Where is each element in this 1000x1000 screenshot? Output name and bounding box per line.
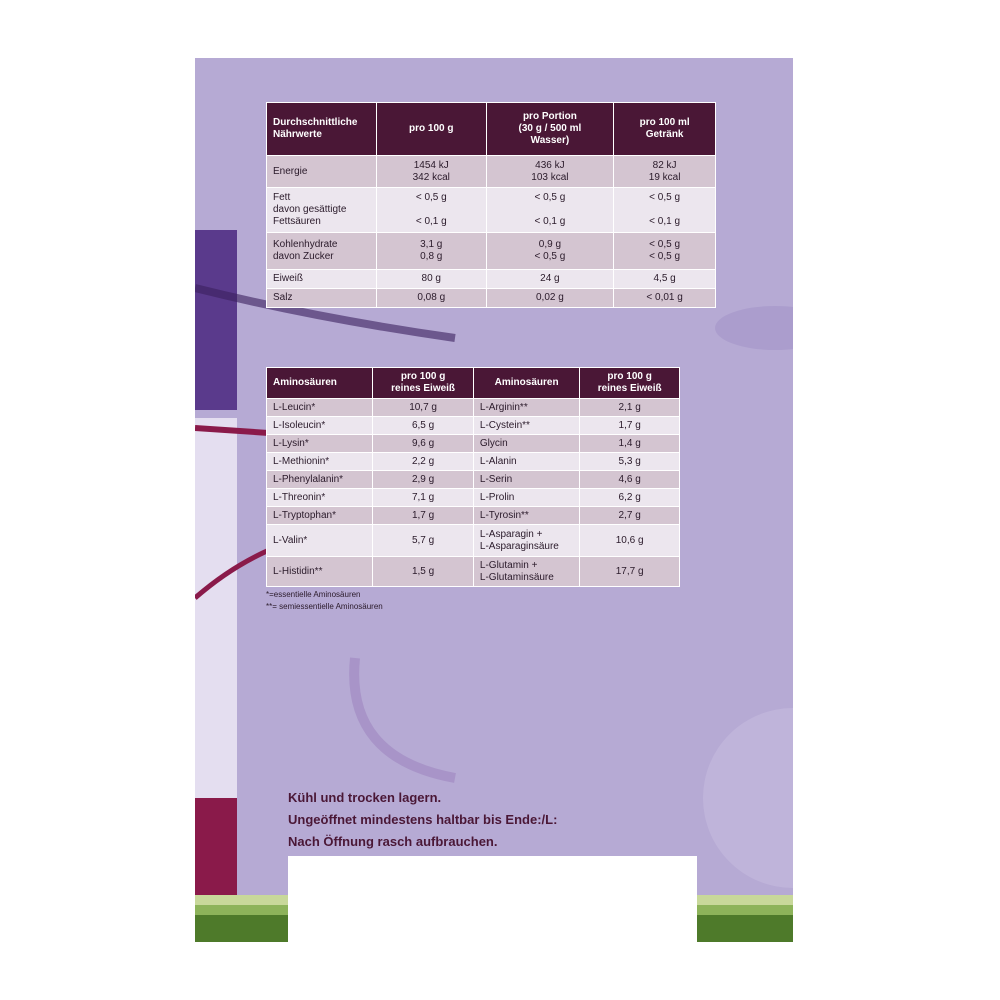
- value-cell: 1,7 g: [372, 506, 474, 525]
- decor-circle: [703, 708, 793, 888]
- value-cell: 10,6 g: [579, 524, 680, 557]
- label-cell: Kohlenhydrate davon Zucker: [266, 232, 377, 270]
- header-cell: Aminosäuren: [472, 367, 581, 399]
- value-cell: 1,7 g: [579, 416, 680, 435]
- value-cell: 3,1 g 0,8 g: [375, 232, 487, 270]
- value-cell: 1454 kJ 342 kcal: [375, 155, 487, 188]
- value-cell: 1,5 g: [372, 556, 474, 587]
- header-row: Aminosäuren pro 100 g reines Eiweiß Aminos…: [265, 367, 680, 399]
- label-cell: Salz: [266, 288, 377, 308]
- header-cell: pro 100 ml Getränk: [613, 102, 716, 156]
- storage-text: Kühl und trocken lagern.: [288, 790, 442, 805]
- decor-band: [195, 230, 237, 410]
- table-row: Kohlenhydrate davon Zucker 3,1 g 0,8 g 0,9…: [266, 232, 716, 270]
- label-cell: L-Alanin: [472, 452, 581, 471]
- decor-shape: [715, 306, 793, 350]
- label-cell: L-Cystein**: [472, 416, 581, 435]
- storage-text: Nach Öffnung rasch aufbrauchen.: [288, 834, 498, 849]
- header-cell: pro 100 g reines Eiweiß: [372, 367, 474, 399]
- label-cell: L-Histidin**: [265, 556, 374, 587]
- table-row: L-Histidin** 1,5 g L-Glutamin + L-Glutamin…: [265, 556, 680, 587]
- nutrition-table: Durchschnittliche Nährwerte pro 100 g pro …: [266, 102, 716, 308]
- value-cell: 5,7 g: [372, 524, 474, 557]
- label-cell: L-Leucin*: [265, 398, 374, 417]
- label-cell: L-Phenylalanin*: [265, 470, 374, 489]
- table-row: L-Threonin* 7,1 g L-Prolin 6,2 g: [265, 488, 680, 507]
- header-cell: pro 100 g reines Eiweiß: [579, 367, 680, 399]
- value-cell: < 0,5 g < 0,5 g: [613, 232, 716, 270]
- label-cell: L-Threonin*: [265, 488, 374, 507]
- value-cell: 1,4 g: [579, 434, 680, 453]
- table-row: L-Phenylalanin* 2,9 g L-Serin 4,6 g: [265, 470, 680, 489]
- table-row: Eiweiß 80 g 24 g 4,5 g: [266, 269, 716, 289]
- label-cell: L-Lysin*: [265, 434, 374, 453]
- label-window: [288, 856, 697, 942]
- table-row: L-Tryptophan* 1,7 g L-Tyrosin** 2,7 g: [265, 506, 680, 525]
- value-cell: 0,9 g < 0,5 g: [485, 232, 615, 270]
- header-cell: Durchschnittliche Nährwerte: [266, 102, 377, 156]
- header-row: Durchschnittliche Nährwerte pro 100 g pro …: [266, 102, 716, 156]
- label-cell: L-Isoleucin*: [265, 416, 374, 435]
- value-cell: 82 kJ 19 kcal: [613, 155, 716, 188]
- table-row: L-Valin* 5,7 g L-Asparagin + L-Asparaginsä…: [265, 524, 680, 557]
- value-cell: < 0,5 g < 0,1 g: [375, 187, 487, 233]
- amino-table: Aminosäuren pro 100 g reines Eiweiß Aminos…: [265, 367, 680, 587]
- label-cell: L-Asparagin + L-Asparaginsäure: [472, 524, 581, 557]
- value-cell: 4,6 g: [579, 470, 680, 489]
- footnote: **= semiessentielle Aminosäuren: [266, 602, 383, 611]
- value-cell: 0,08 g: [375, 288, 487, 308]
- table-row: L-Isoleucin* 6,5 g L-Cystein** 1,7 g: [265, 416, 680, 435]
- table-row: L-Methionin* 2,2 g L-Alanin 5,3 g: [265, 452, 680, 471]
- value-cell: 5,3 g: [579, 452, 680, 471]
- label-cell: L-Serin: [472, 470, 581, 489]
- label-cell: L-Prolin: [472, 488, 581, 507]
- value-cell: 17,7 g: [579, 556, 680, 587]
- label-cell: Fett davon gesättigte Fettsäuren: [266, 187, 377, 233]
- label-cell: Energie: [266, 155, 377, 188]
- table-row: Energie 1454 kJ 342 kcal 436 kJ 103 kcal 82…: [266, 155, 716, 188]
- header-cell: pro Portion (30 g / 500 ml Wasser): [485, 102, 615, 156]
- label-cell: L-Tyrosin**: [472, 506, 581, 525]
- value-cell: < 0,5 g < 0,1 g: [613, 187, 716, 233]
- footnote: *=essentielle Aminosäuren: [266, 590, 361, 599]
- value-cell: 6,2 g: [579, 488, 680, 507]
- value-cell: 2,7 g: [579, 506, 680, 525]
- value-cell: 24 g: [485, 269, 615, 289]
- value-cell: < 0,5 g < 0,1 g: [485, 187, 615, 233]
- value-cell: 6,5 g: [372, 416, 474, 435]
- value-cell: < 0,01 g: [613, 288, 716, 308]
- decor-band: [195, 798, 237, 898]
- label-cell: L-Methionin*: [265, 452, 374, 471]
- label-cell: Glycin: [472, 434, 581, 453]
- table-row: Fett davon gesättigte Fettsäuren < 0,5 g …: [266, 187, 716, 233]
- value-cell: 436 kJ 103 kcal: [485, 155, 615, 188]
- value-cell: 7,1 g: [372, 488, 474, 507]
- table-row: Salz 0,08 g 0,02 g < 0,01 g: [266, 288, 716, 308]
- header-cell: Aminosäuren: [265, 367, 374, 399]
- value-cell: 10,7 g: [372, 398, 474, 417]
- value-cell: 9,6 g: [372, 434, 474, 453]
- label-cell: L-Glutamin + L-Glutaminsäure: [472, 556, 581, 587]
- value-cell: 2,9 g: [372, 470, 474, 489]
- value-cell: 80 g: [375, 269, 487, 289]
- label-cell: L-Tryptophan*: [265, 506, 374, 525]
- decor-stroke: [349, 657, 456, 783]
- table-row: L-Lysin* 9,6 g Glycin 1,4 g: [265, 434, 680, 453]
- decor-stroke: [195, 284, 456, 342]
- header-cell: pro 100 g: [375, 102, 487, 156]
- value-cell: 4,5 g: [613, 269, 716, 289]
- table-row: L-Leucin* 10,7 g L-Arginin** 2,1 g: [265, 398, 680, 417]
- label-cell: L-Arginin**: [472, 398, 581, 417]
- label-cell: L-Valin*: [265, 524, 374, 557]
- value-cell: 0,02 g: [485, 288, 615, 308]
- value-cell: 2,2 g: [372, 452, 474, 471]
- storage-text: Ungeöffnet mindestens haltbar bis Ende:/…: [288, 812, 558, 827]
- label-cell: Eiweiß: [266, 269, 377, 289]
- value-cell: 2,1 g: [579, 398, 680, 417]
